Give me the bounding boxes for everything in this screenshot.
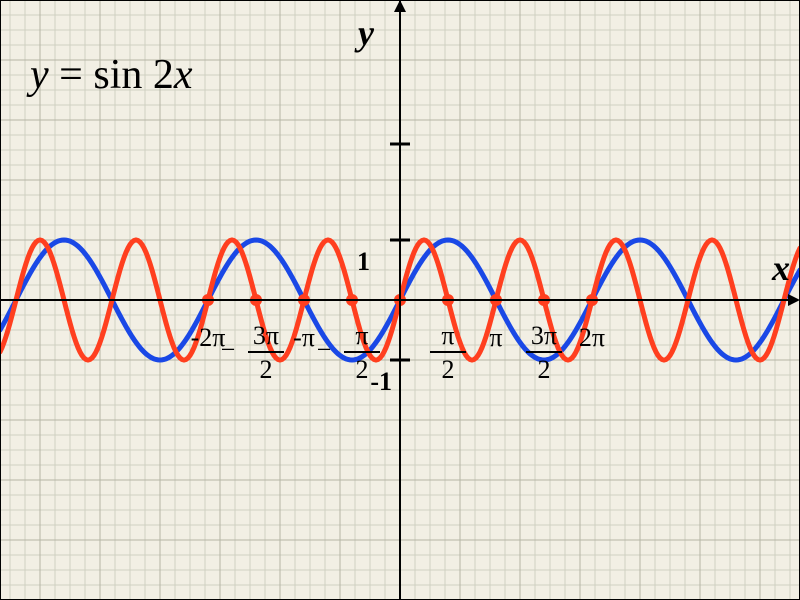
xtick-label: 2π: [579, 323, 605, 352]
xtick-label: π: [489, 323, 502, 352]
svg-text:2: 2: [442, 355, 455, 384]
svg-text:π: π: [441, 321, 454, 350]
ytick-1: 1: [357, 247, 370, 276]
svg-text:3π: 3π: [531, 321, 557, 350]
svg-text:2: 2: [356, 355, 369, 384]
sine-chart: yx1-1-2π−3π2-π−π2π2π3π22πy = sin 2x: [0, 0, 800, 600]
ytick-minus1: -1: [370, 367, 392, 396]
svg-text:2: 2: [538, 355, 551, 384]
xtick-label: -π: [293, 323, 315, 352]
x-axis-label: x: [771, 248, 790, 288]
y-axis-label: y: [354, 13, 375, 53]
equation-label: y = sin 2x: [26, 52, 193, 98]
svg-text:2: 2: [260, 355, 273, 384]
svg-text:−: −: [221, 335, 236, 364]
svg-text:−: −: [317, 335, 332, 364]
svg-text:3π: 3π: [253, 321, 279, 350]
svg-text:π: π: [355, 321, 368, 350]
